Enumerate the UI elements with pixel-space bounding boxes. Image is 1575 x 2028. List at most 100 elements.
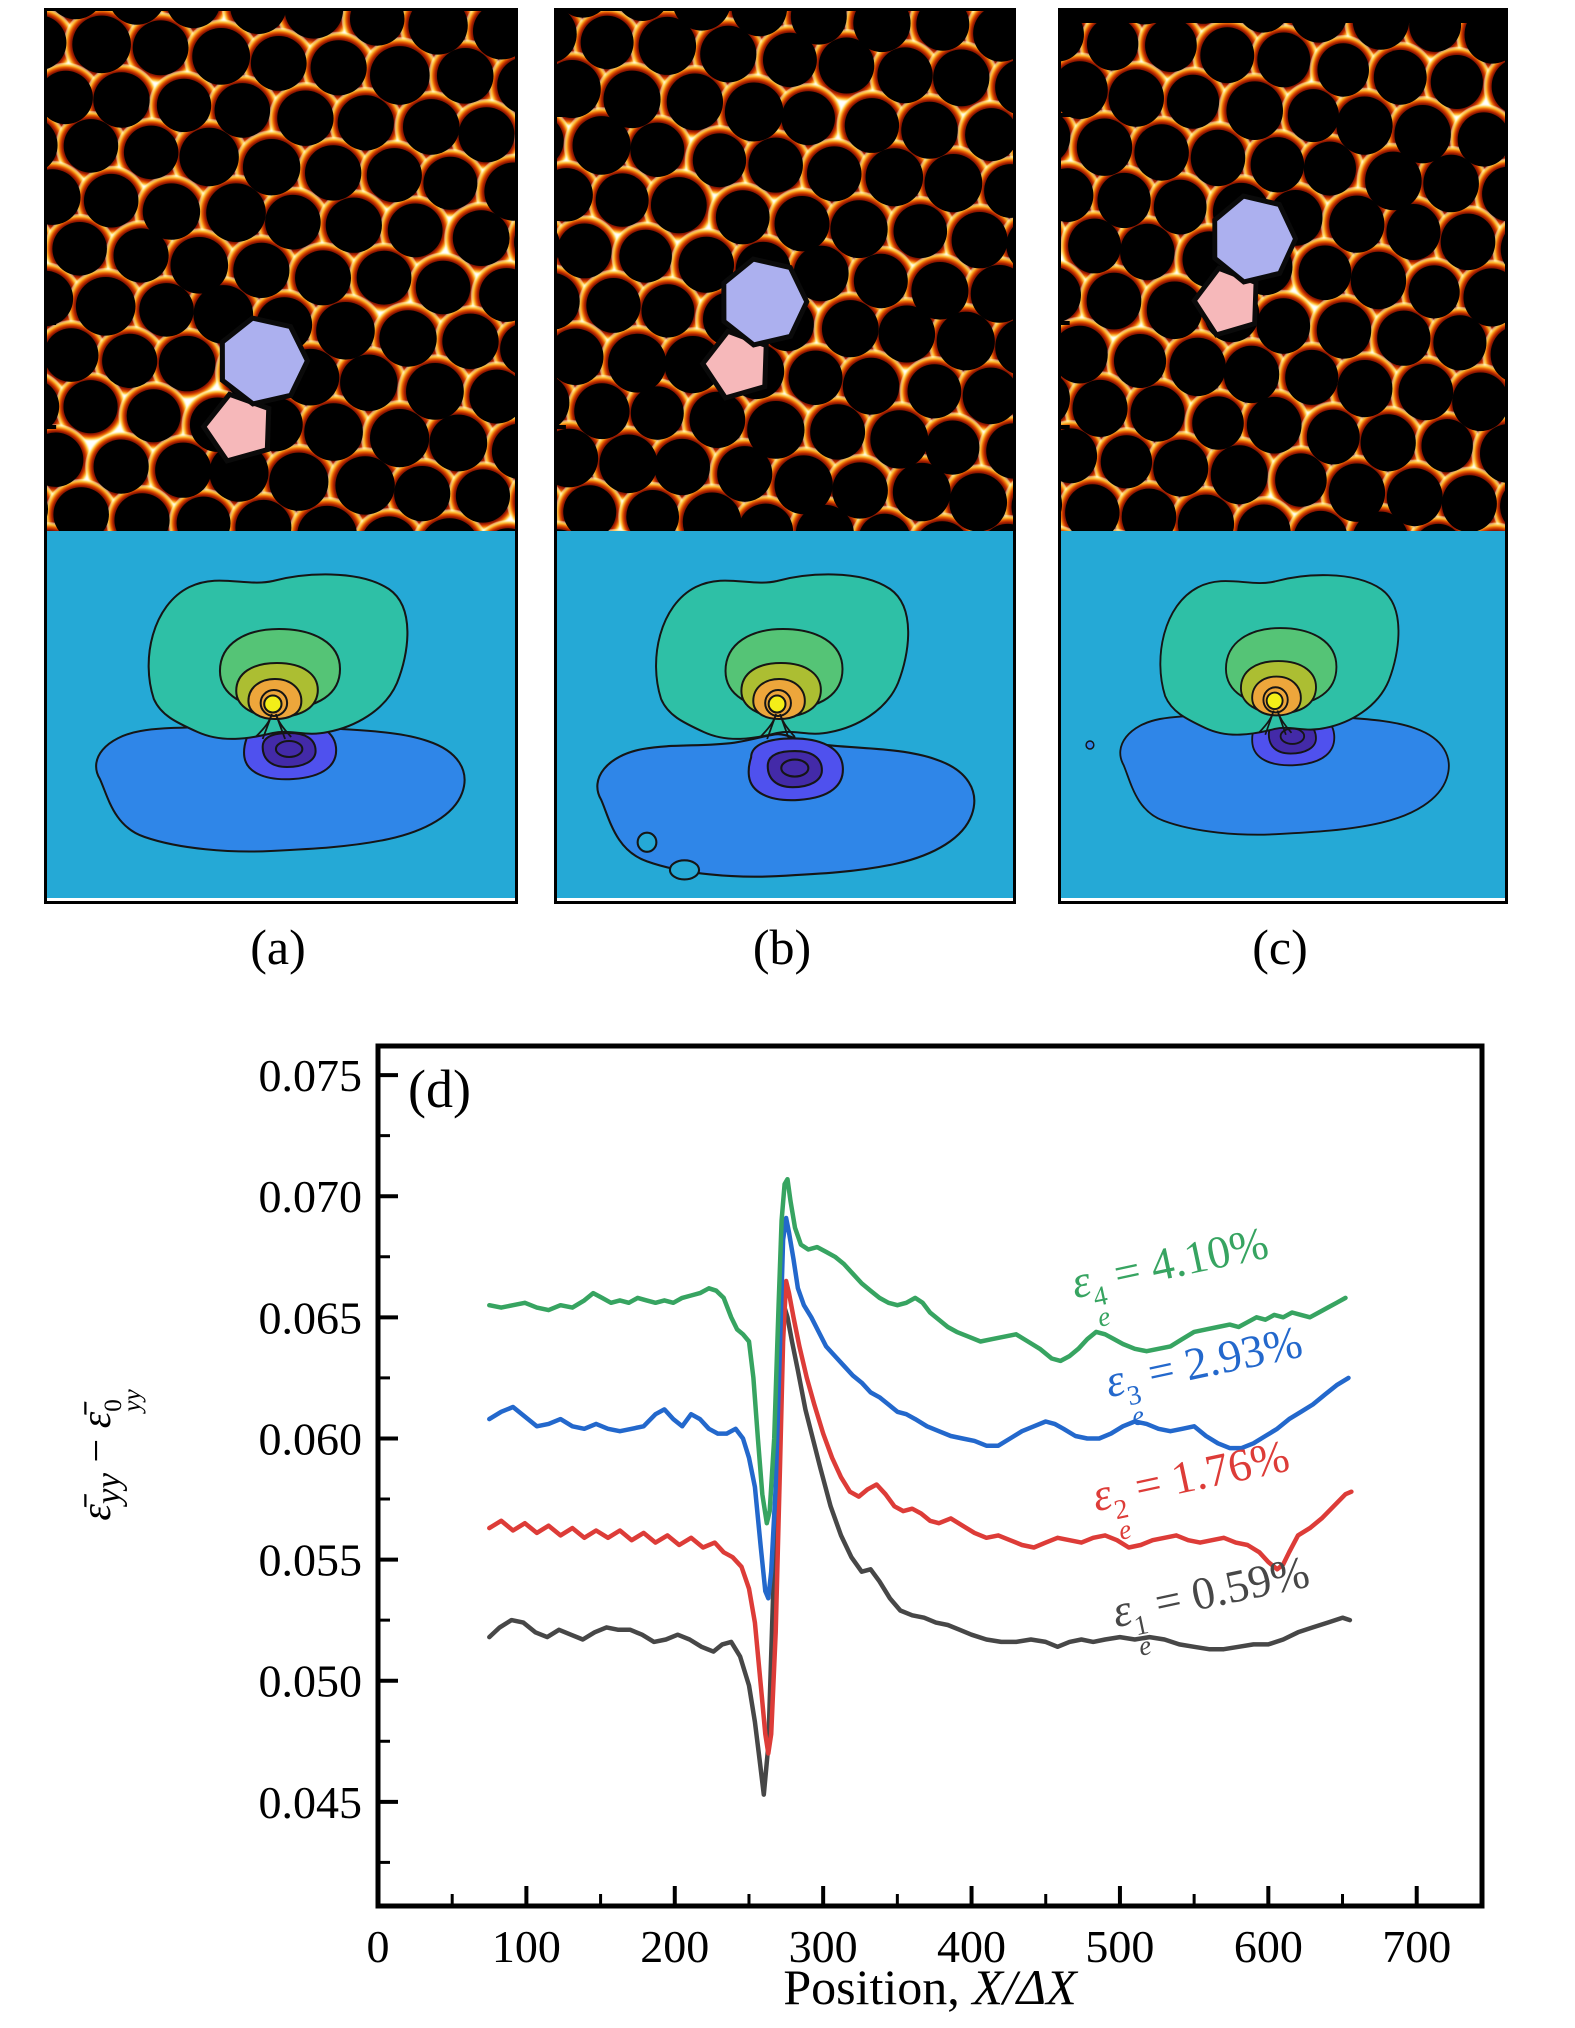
bubble-disc bbox=[557, 529, 568, 531]
bubble-disc bbox=[1097, 172, 1151, 229]
bubble-disc bbox=[1365, 151, 1422, 211]
bubble-disc bbox=[500, 325, 515, 373]
x-tick-label: 600 bbox=[1234, 1921, 1303, 1972]
bubble-disc bbox=[907, 364, 962, 419]
bubble-disc bbox=[484, 162, 515, 221]
bubble-disc bbox=[192, 28, 251, 85]
bubble-disc bbox=[1146, 281, 1203, 340]
bubble-disc bbox=[1061, 11, 1084, 62]
bubble-disc bbox=[176, 496, 231, 531]
bubble-disc bbox=[988, 523, 1013, 531]
bubble-disc bbox=[496, 528, 515, 531]
bubble-disc bbox=[1500, 233, 1505, 265]
bubble-disc bbox=[1223, 345, 1280, 404]
contour-pinch-line bbox=[759, 713, 777, 738]
tensile-lobe bbox=[655, 573, 910, 740]
bubble-disc bbox=[316, 302, 375, 360]
x-tick-label: 200 bbox=[640, 1921, 709, 1972]
bubble-disc bbox=[1303, 141, 1356, 196]
tensile-lobe bbox=[147, 573, 409, 740]
bubble-disc bbox=[277, 90, 334, 146]
contact-glow bbox=[481, 519, 515, 531]
x-axis-title: Position, X/ΔX bbox=[530, 1958, 1330, 2016]
bubble-disc bbox=[626, 490, 680, 531]
caption-c: (c) bbox=[1252, 919, 1308, 975]
contour-hole bbox=[636, 831, 658, 853]
bubble-disc bbox=[1190, 129, 1246, 187]
strain-contour-map-c bbox=[1061, 531, 1505, 898]
scale-tick bbox=[47, 425, 57, 429]
panel-a bbox=[44, 8, 518, 904]
bubble-disc bbox=[951, 212, 1008, 269]
bubble-disc bbox=[335, 456, 395, 515]
bubble-disc bbox=[242, 139, 301, 196]
contour-blobs bbox=[95, 573, 466, 853]
contour-orange-ring bbox=[764, 689, 792, 717]
bubble-disc bbox=[793, 245, 849, 302]
plot-box bbox=[375, 1043, 1485, 1909]
bubble-disc bbox=[233, 242, 290, 298]
bubble-disc bbox=[1153, 179, 1207, 235]
bubble-disc bbox=[557, 378, 570, 427]
bubble-disc bbox=[93, 439, 149, 494]
scale-tick bbox=[557, 217, 566, 221]
y-tick-label: 0.070 bbox=[259, 1171, 363, 1222]
bubble-disc bbox=[214, 83, 271, 138]
bubble-disc bbox=[830, 200, 888, 259]
bubble-disc bbox=[155, 442, 212, 498]
bubble-disc bbox=[892, 462, 951, 522]
bubble-disc bbox=[1169, 337, 1226, 397]
scale-tick bbox=[1061, 425, 1070, 429]
bubble-disc bbox=[52, 222, 107, 276]
bubble-disc bbox=[55, 11, 96, 20]
bubble-disc bbox=[1353, 511, 1408, 531]
bubble-disc bbox=[1328, 463, 1386, 522]
bubble-disc bbox=[1061, 496, 1063, 512]
bubble-disc bbox=[1061, 325, 1108, 384]
bubble-disc bbox=[925, 420, 980, 475]
bubble-disc bbox=[1440, 213, 1496, 271]
bubble-disc bbox=[933, 49, 990, 107]
bubble-disc bbox=[995, 60, 1013, 114]
bubble-disc bbox=[1068, 218, 1122, 274]
bubble-disc bbox=[297, 505, 357, 531]
bubble-disc bbox=[853, 11, 911, 53]
bubble-disc bbox=[1463, 268, 1505, 327]
bubble-disc bbox=[472, 11, 515, 60]
bubble-disc bbox=[1153, 439, 1209, 497]
bubble-disc bbox=[621, 11, 664, 21]
bubble-disc bbox=[1373, 49, 1427, 105]
bubble-disc bbox=[1317, 43, 1370, 97]
bubble-disc bbox=[340, 354, 398, 411]
y-tick-label: 0.045 bbox=[259, 1777, 363, 1828]
bubble-disc bbox=[47, 432, 84, 487]
bubble-disc bbox=[700, 25, 757, 83]
bubble-disc bbox=[1298, 245, 1352, 301]
bubble-disc bbox=[1086, 17, 1139, 71]
bubble-disc bbox=[1113, 334, 1167, 388]
bubble-disc bbox=[47, 328, 99, 382]
bubble-disc bbox=[949, 473, 1008, 531]
bubble-disc bbox=[442, 313, 499, 369]
bubble-disc bbox=[1006, 227, 1013, 264]
bubble-disc bbox=[83, 173, 139, 228]
panel-d-label: (d) bbox=[408, 1059, 471, 1119]
bubble-raft-image-a bbox=[47, 11, 515, 531]
bubble-disc bbox=[1108, 69, 1164, 127]
bubble-disc bbox=[415, 260, 471, 315]
curve-strain-3 bbox=[487, 1215, 1351, 1601]
bubble-disc bbox=[304, 403, 363, 461]
bubble-disc bbox=[574, 383, 630, 440]
bubble-disc bbox=[102, 333, 158, 388]
contour-yellow-core bbox=[263, 694, 283, 714]
bubble-disc bbox=[1061, 268, 1081, 322]
bubble-disc bbox=[1398, 363, 1454, 421]
bubble-disc bbox=[986, 423, 1013, 479]
bubble-disc bbox=[497, 59, 515, 112]
bubble-disc bbox=[984, 164, 1013, 218]
bubble-disc bbox=[774, 455, 833, 515]
bubble-disc bbox=[654, 438, 710, 496]
bubble-disc bbox=[1490, 329, 1505, 380]
contour-pinch-line bbox=[261, 716, 272, 740]
bubble-disc bbox=[305, 145, 362, 201]
